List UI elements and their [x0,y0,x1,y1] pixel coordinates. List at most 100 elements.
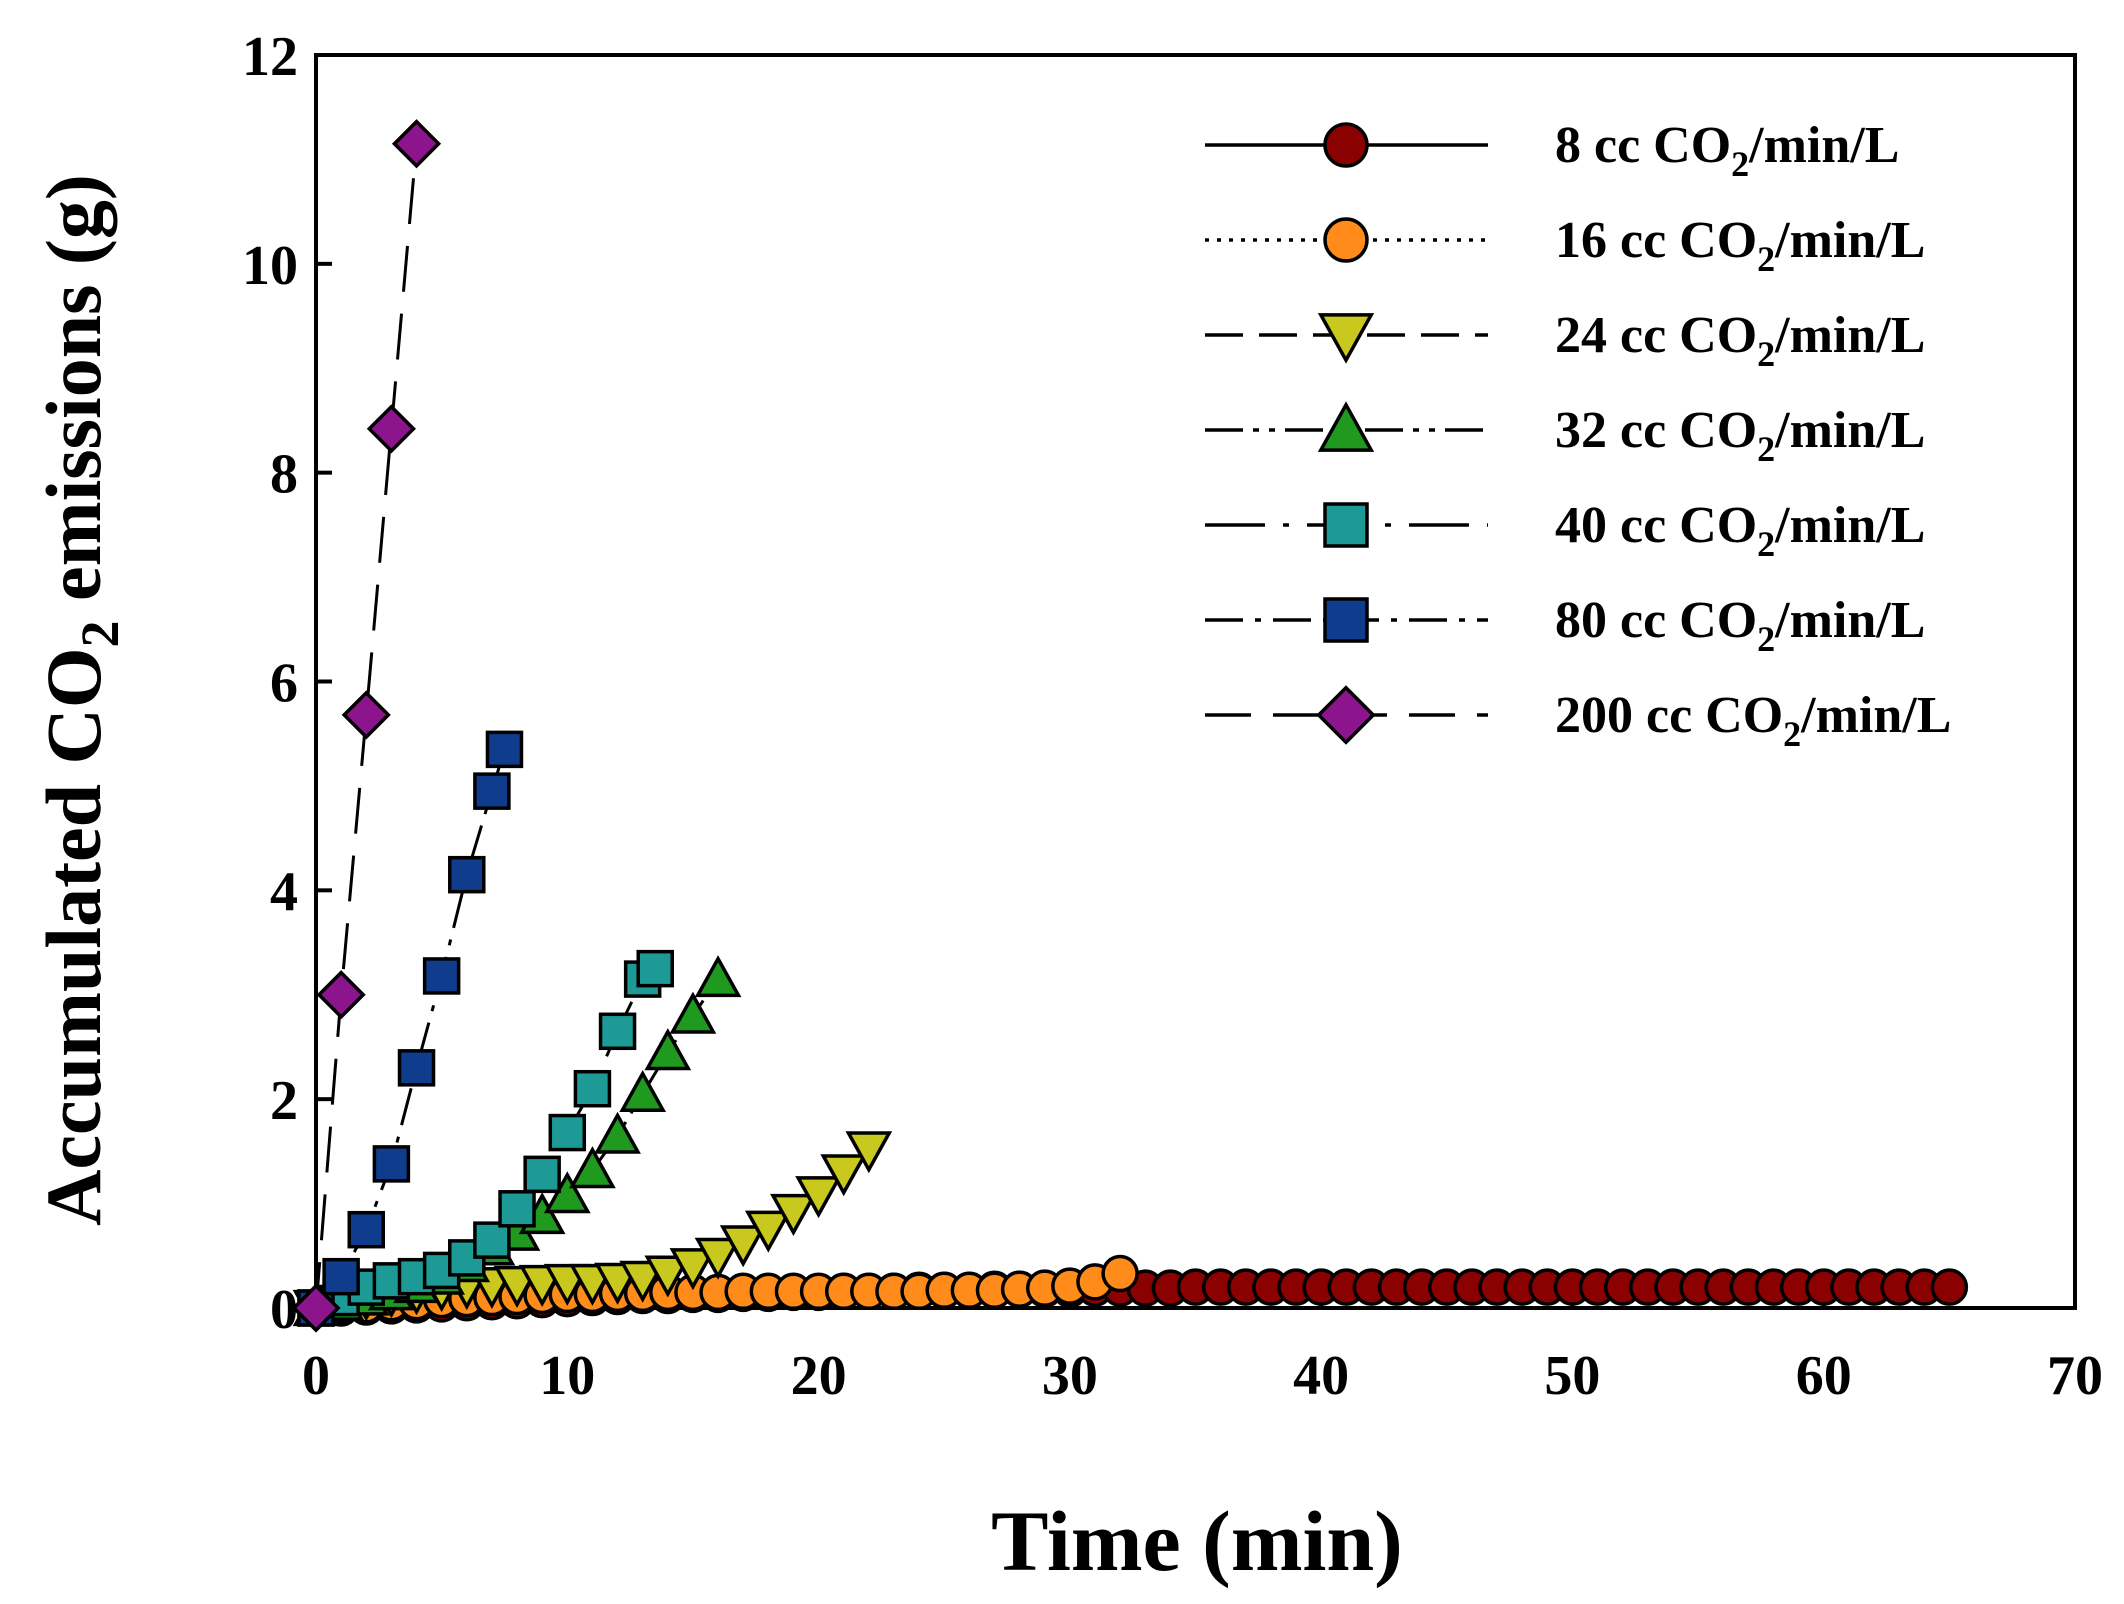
legend-label-subscript: 2 [1757,619,1775,659]
legend-item: 80 cc CO2/min/L [1205,592,1925,659]
data-point [569,1146,616,1189]
data-point [322,1257,360,1296]
y-axis-title-subscript: 2 [70,620,130,647]
data-point [573,1069,612,1108]
legend-marker [1317,313,1375,364]
legend-label: 80 cc CO2/min/L [1555,592,1925,659]
legend-label-subscript: 2 [1757,239,1775,279]
y-tick-label: 6 [270,653,298,715]
x-axis-title: Time (min) [991,1493,1403,1589]
data-point [485,730,524,769]
legend-marker [1316,685,1376,745]
data-point [316,970,366,1020]
y-tick-label: 2 [270,1070,298,1132]
legend-label: 8 cc CO2/min/L [1555,117,1899,184]
y-tick-label: 0 [270,1279,298,1341]
x-tick-label: 70 [2047,1345,2103,1407]
data-point [1930,1268,1969,1306]
legend-label-subscript: 2 [1731,144,1749,184]
data-point [694,1237,742,1280]
legend-label: 24 cc CO2/min/L [1555,307,1925,374]
y-tick-label: 12 [242,26,298,88]
legend-label-part: /min/L [1774,402,1925,459]
legend-label-subscript: 2 [1757,524,1775,564]
legend-item: 200 cc CO2/min/L [1205,685,1951,754]
data-point [669,1248,717,1291]
y-tick-label: 4 [270,861,298,923]
x-tick-label: 50 [1544,1345,1600,1407]
legend-marker [1323,502,1369,548]
legend-label: 32 cc CO2/min/L [1555,402,1925,469]
data-point [820,1154,868,1197]
data-point [719,1225,767,1268]
data-point [341,690,391,740]
legend-item: 16 cc CO2/min/L [1205,212,1925,279]
data-point [372,1145,411,1183]
series-line [315,967,657,1310]
x-tick-label: 60 [1796,1345,1852,1407]
legend-label-subscript: 2 [1757,334,1775,374]
data-point [694,955,742,998]
legend-marker [1323,597,1369,643]
legend-label-part: 40 cc CO [1555,497,1757,554]
data-point [636,949,674,988]
series-5 [297,730,524,1327]
data-point [845,1131,893,1174]
series-layer [291,119,1969,1333]
data-point [347,1210,386,1249]
x-tick-label: 30 [1042,1345,1098,1407]
data-point [619,1069,667,1113]
legend-label-part: /min/L [1800,687,1951,744]
legend-label: 200 cc CO2/min/L [1555,687,1951,754]
legend-label-part: /min/L [1774,307,1925,364]
data-point [422,957,461,995]
legend-label: 16 cc CO2/min/L [1555,212,1925,279]
legend-item: 32 cc CO2/min/L [1205,401,1925,469]
legend-label-subscript: 2 [1783,714,1801,754]
x-tick-label: 20 [791,1345,847,1407]
y-axis-title-part: Accumulated CO [30,647,117,1225]
data-point [366,404,416,454]
legend-item: 40 cc CO2/min/L [1205,497,1925,564]
data-point [448,855,486,894]
data-point [644,1255,692,1298]
legend-label-subscript: 2 [1757,429,1775,469]
series-6 [291,119,442,1333]
data-point [770,1193,817,1236]
legend-label: 40 cc CO2/min/L [1555,497,1925,564]
legend-label-part: /min/L [1774,212,1925,269]
legend-label-part: 16 cc CO [1555,212,1757,269]
data-point [473,772,511,810]
y-axis-title-part: emissions (g) [30,174,117,620]
data-point [397,1049,436,1087]
data-point [391,119,442,169]
data-point [598,1012,637,1051]
legend-label-part: 80 cc CO [1555,592,1757,649]
y-axis: 0 2 4 6 8 10 12 [242,26,332,1341]
data-point [523,1155,561,1194]
data-point [669,991,717,1034]
legend-label-part: 200 cc CO [1555,687,1783,744]
legend-label-part: /min/L [1774,497,1925,554]
data-point [291,1283,341,1333]
legend-marker [1317,401,1375,452]
data-point [594,1111,641,1154]
data-point [548,1113,587,1152]
data-point [795,1176,842,1219]
legend-marker [1323,217,1369,263]
x-tick-label: 10 [539,1345,595,1407]
y-tick-label: 10 [242,235,298,297]
legend: 8 cc CO2/min/L16 cc CO2/min/L24 cc CO2/m… [1205,117,1951,754]
y-tick-label: 8 [270,444,298,506]
x-tick-label: 0 [302,1345,330,1407]
series-line [314,143,419,1309]
data-point [473,1221,511,1259]
legend-label-part: 24 cc CO [1555,307,1757,364]
legend-label-part: 32 cc CO [1555,402,1757,459]
legend-label-part: 8 cc CO [1555,117,1731,174]
data-point [644,1028,692,1071]
data-point [543,1171,591,1214]
x-tick-label: 40 [1293,1345,1349,1407]
legend-item: 24 cc CO2/min/L [1205,307,1925,374]
